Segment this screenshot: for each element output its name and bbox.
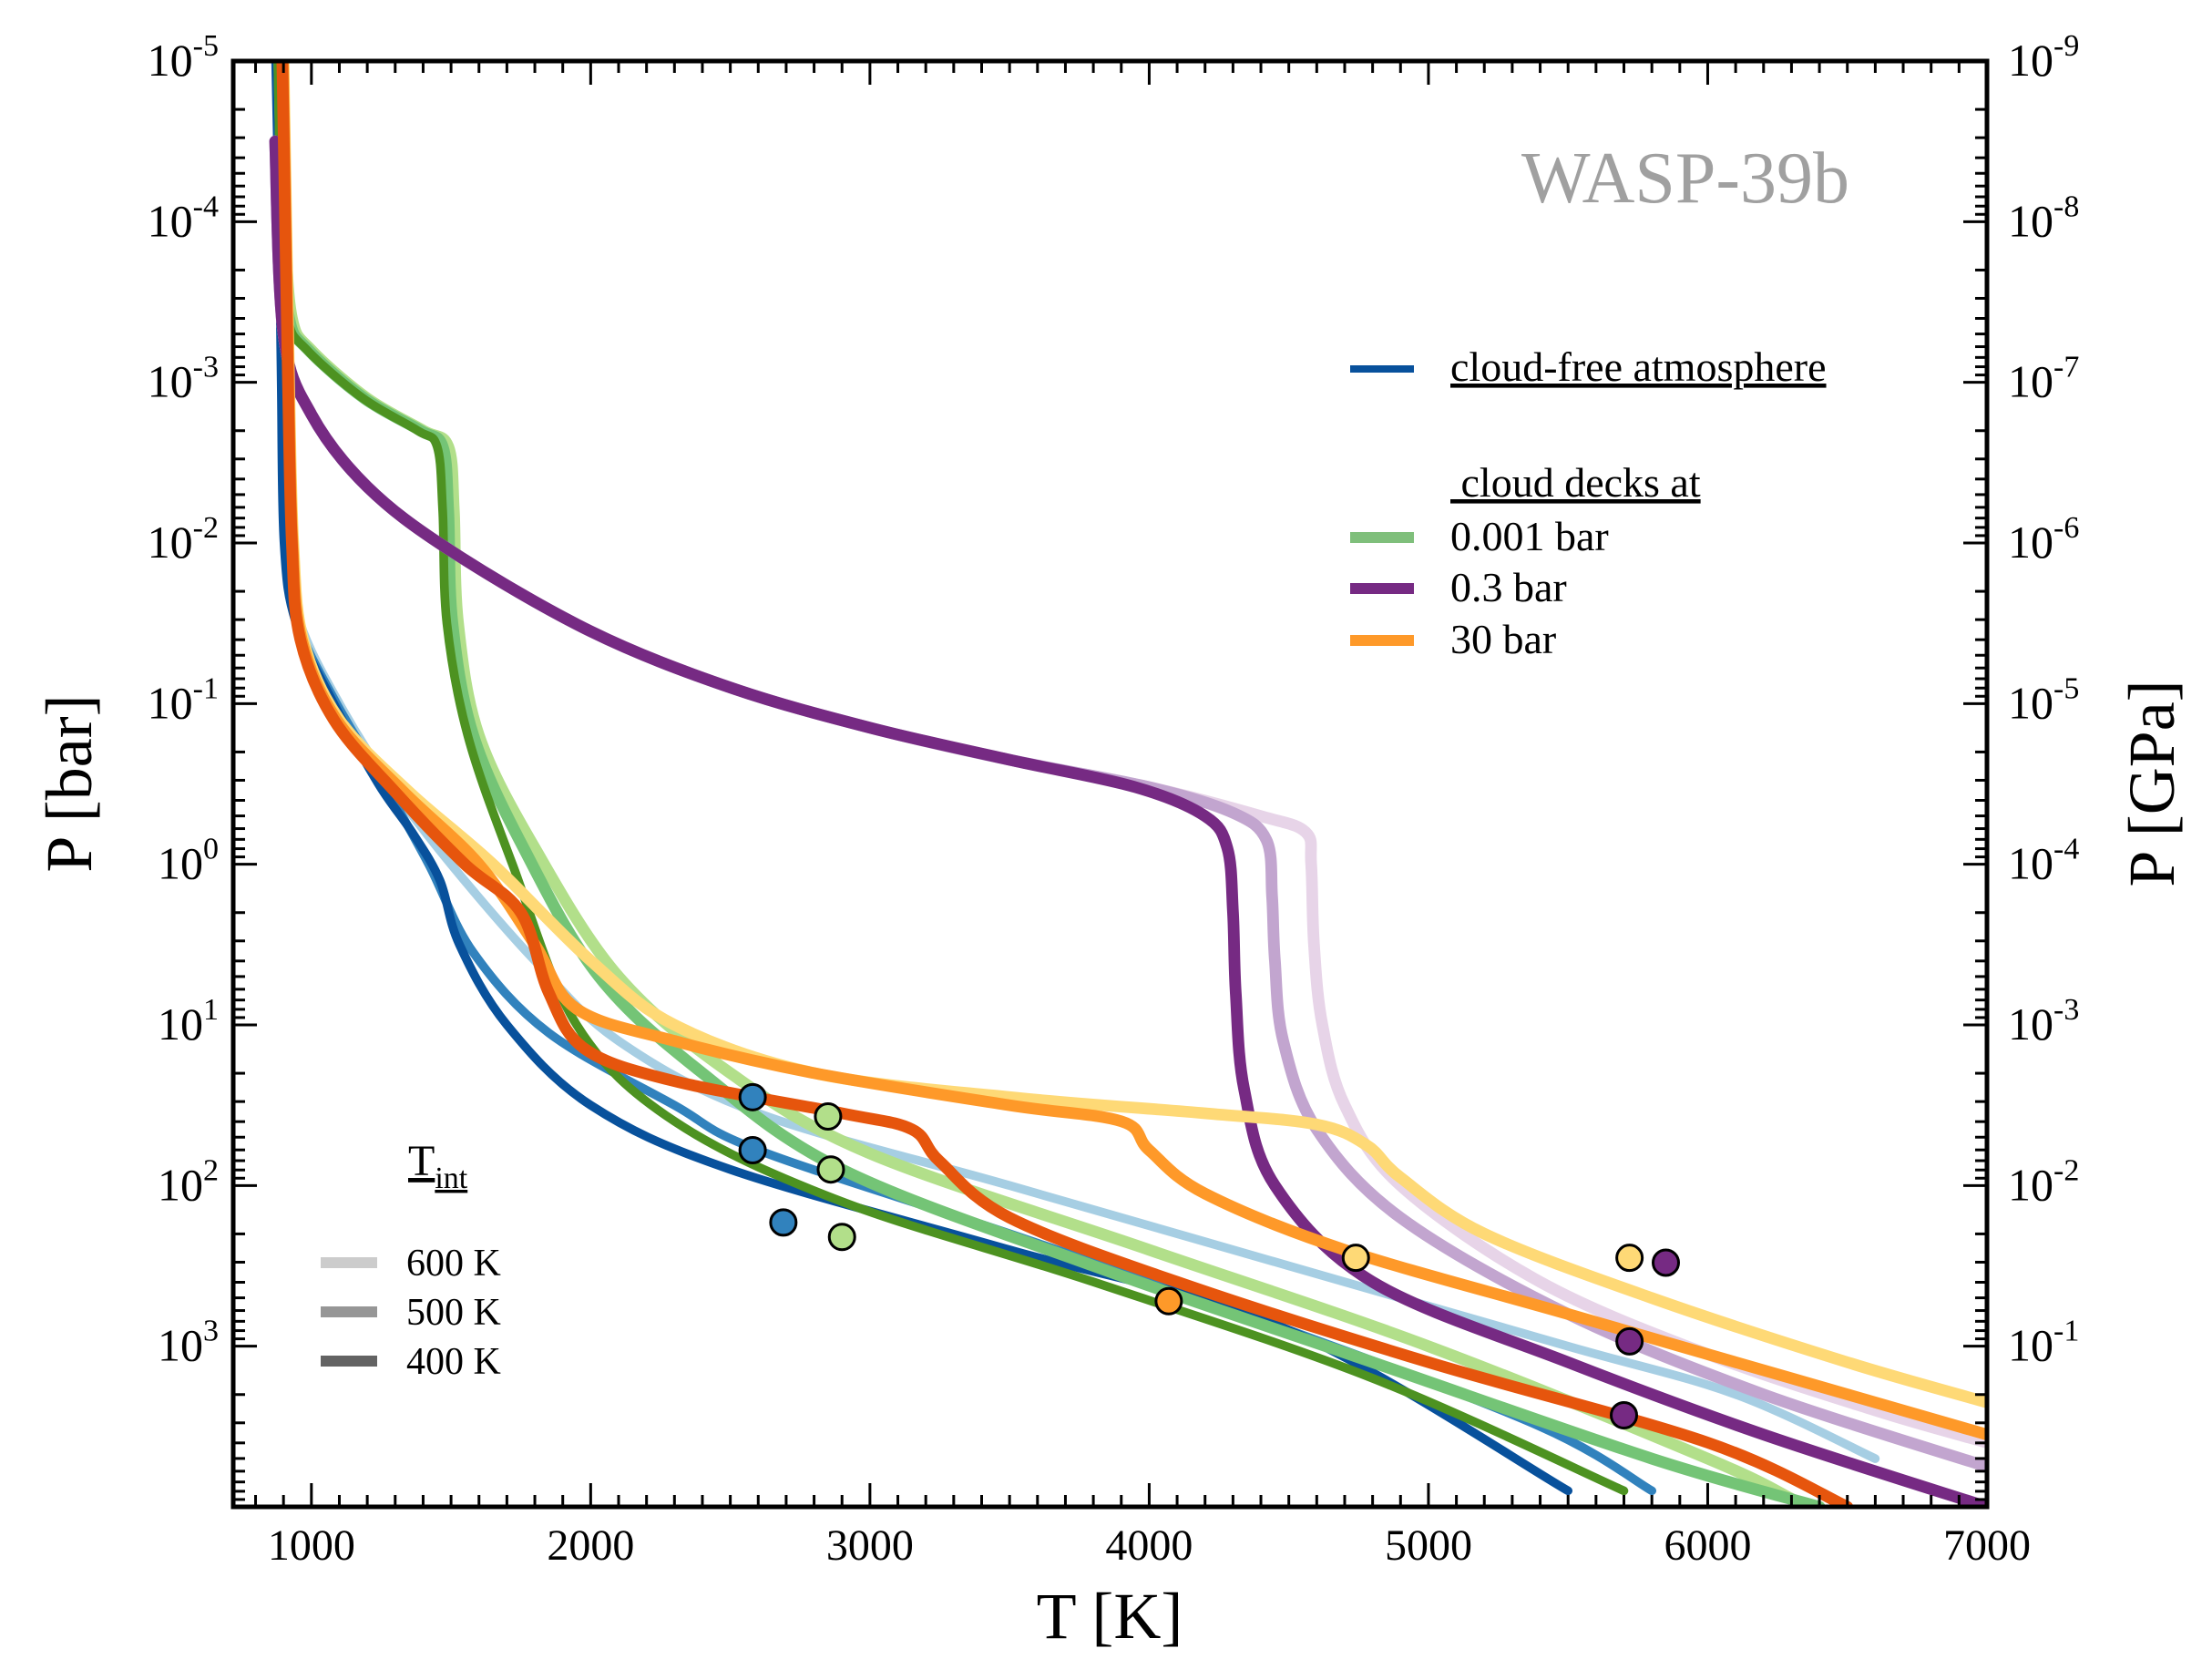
cloud-base-marker-3 <box>814 1102 843 1131</box>
x-axis-label: T [K] <box>1037 1580 1183 1653</box>
tint-label-500k: 500 K <box>406 1292 501 1334</box>
tint-title-main: T <box>408 1137 435 1185</box>
legend-label-cloud-free: cloud-free atmosphere <box>1450 343 1827 390</box>
y-tick-label-left: 10-1 <box>148 671 219 728</box>
tint-label-400k: 400 K <box>406 1341 501 1383</box>
x-tick-label: 7000 <box>1943 1521 2031 1570</box>
series-line-10 <box>277 61 1987 1441</box>
legend-label-30-bar: 30 bar <box>1450 616 1556 662</box>
x-tick-label: 3000 <box>826 1521 914 1570</box>
y-tick-label-right: 10-8 <box>2008 189 2079 246</box>
legend-label-0001-bar: 0.001 bar <box>1450 513 1609 559</box>
cloud-base-marker-4 <box>816 1155 845 1184</box>
plot-frame <box>230 58 1990 1510</box>
y-tick-label-right: 10-4 <box>2008 833 2079 889</box>
y-tick-label-right: 10-5 <box>2008 671 2079 728</box>
y-tick-label-left: 100 <box>158 833 219 889</box>
cloud-base-marker-2 <box>769 1208 798 1237</box>
x-tick-label: 4000 <box>1105 1521 1193 1570</box>
profile-curves <box>269 61 1987 1507</box>
y-tick-label-left: 102 <box>158 1153 219 1210</box>
x-tick-label: 5000 <box>1385 1521 1472 1570</box>
x-tick-label: 2000 <box>547 1521 634 1570</box>
y-tick-label-left: 10-2 <box>148 511 219 568</box>
cloud-base-marker-5 <box>827 1223 856 1252</box>
y-tick-label-left: 10-4 <box>148 189 219 246</box>
tint-legend: Tint 600 K 500 K 400 K <box>321 1137 501 1383</box>
y-tick-label-left: 10-3 <box>148 351 219 407</box>
y-tick-label-left: 103 <box>158 1315 219 1371</box>
y-tick-label-left: 101 <box>158 993 219 1050</box>
series-line-5 <box>273 61 1629 1496</box>
y-axis-label-right: P [GPa] <box>2115 680 2188 886</box>
y-tick-label-left: 10-5 <box>148 29 219 86</box>
x-tick-label: 1000 <box>268 1521 355 1570</box>
series-line-9 <box>277 61 1987 1408</box>
y-tick-label-right: 10-3 <box>2008 993 2079 1050</box>
cloud-base-markers <box>738 1082 1680 1429</box>
cloud-base-marker-11 <box>1610 1400 1639 1429</box>
tint-title-sub: int <box>435 1162 467 1195</box>
series-line-4 <box>273 61 1826 1507</box>
series-line-8 <box>269 135 1987 1507</box>
y-tick-label-right: 10-2 <box>2008 1153 2079 1210</box>
x-axis-ticks: 1000 2000 3000 4000 5000 6000 7000 <box>254 61 2031 1570</box>
cloud-base-marker-9 <box>1651 1248 1680 1277</box>
y-tick-label-right: 10-9 <box>2008 29 2079 86</box>
y-tick-label-right: 10-6 <box>2008 511 2079 568</box>
x-tick-label: 6000 <box>1664 1521 1751 1570</box>
y-tick-label-right: 10-1 <box>2008 1315 2079 1371</box>
y-tick-label-right: 10-7 <box>2008 351 2079 407</box>
y-axis-label-left: P [bar] <box>33 694 106 872</box>
cloud-base-marker-0 <box>738 1082 767 1111</box>
cloud-base-marker-7 <box>1341 1244 1370 1273</box>
series-line-11 <box>276 61 1854 1507</box>
cloud-base-marker-10 <box>1615 1326 1644 1356</box>
chart-title: WASP-39b <box>1521 138 1849 219</box>
legend-header-cloud-decks: cloud decks at <box>1450 459 1701 506</box>
y-axis-ticks: 10-5 10-4 10-3 10-2 10-1 100 101 102 103 10-9 10-8… <box>148 29 2079 1501</box>
series-line-2 <box>271 61 1572 1496</box>
tint-label-600k: 600 K <box>406 1243 501 1285</box>
tint-legend-title: Tint <box>408 1137 468 1195</box>
cloud-legend: cloud-free atmosphere cloud decks at 0.0… <box>1350 343 1827 662</box>
cloud-base-marker-1 <box>738 1136 767 1165</box>
cloud-base-marker-8 <box>1615 1244 1644 1273</box>
series-line-3 <box>274 61 1797 1505</box>
legend-label-03-bar: 0.3 bar <box>1450 564 1567 610</box>
cloud-base-marker-6 <box>1154 1286 1183 1316</box>
